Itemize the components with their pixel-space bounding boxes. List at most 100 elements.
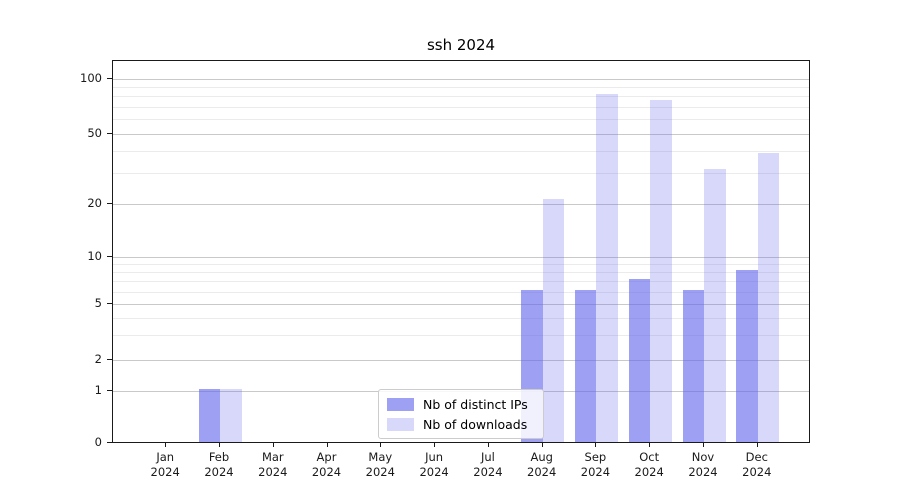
y-tick-mark <box>107 442 112 443</box>
x-tick-year: 2024 <box>258 465 288 479</box>
bar-downloads <box>542 198 565 442</box>
x-tick-year: 2024 <box>634 465 664 479</box>
x-tick-mark <box>541 443 543 447</box>
gridline-minor <box>113 317 809 319</box>
gridline-minor <box>113 86 809 88</box>
gridline-minor <box>113 173 809 175</box>
x-tick-mark <box>434 443 436 447</box>
y-tick-label: 1 <box>94 383 102 397</box>
x-tick-label: Mar 2024 <box>245 450 301 480</box>
y-tick-mark <box>107 390 112 391</box>
x-tick-year: 2024 <box>473 465 503 479</box>
x-tick-month: Jun <box>425 450 444 464</box>
gridline-major <box>113 78 809 80</box>
x-tick-label: Jun 2024 <box>406 450 462 480</box>
gridline-major <box>113 256 809 258</box>
legend-label-distinct-ips: Nb of distinct IPs <box>423 396 528 412</box>
x-tick-year: 2024 <box>150 465 180 479</box>
y-tick-label: 100 <box>80 70 102 85</box>
bar-distinct-ips <box>682 289 704 442</box>
gridline-major <box>113 360 809 361</box>
bar-downloads <box>757 153 780 442</box>
x-tick-year: 2024 <box>204 465 234 479</box>
gridline-minor <box>113 96 809 98</box>
x-tick-label: Jul 2024 <box>460 450 516 480</box>
x-tick-label: May 2024 <box>352 450 408 480</box>
x-tick-label: Oct 2024 <box>621 450 677 480</box>
x-tick-mark <box>595 443 597 447</box>
x-tick-label: Feb 2024 <box>191 450 247 480</box>
y-tick-label: 20 <box>87 196 102 211</box>
gridline-major <box>113 304 809 305</box>
x-tick-mark <box>756 443 758 447</box>
gridline-minor <box>113 291 809 293</box>
plot-area <box>112 60 810 443</box>
x-tick-year: 2024 <box>688 465 718 479</box>
gridline-minor <box>113 151 809 152</box>
x-tick-label: Aug 2024 <box>514 450 570 480</box>
y-tick-mark <box>107 255 112 257</box>
x-tick-month: Feb <box>208 450 230 464</box>
y-tick-mark <box>107 132 112 134</box>
x-tick-month: Aug <box>530 450 553 464</box>
x-tick-month: Mar <box>261 450 284 464</box>
x-tick-mark <box>219 443 220 447</box>
gridline-minor <box>113 271 809 273</box>
gridline-minor <box>113 335 809 337</box>
x-tick-year: 2024 <box>365 465 395 479</box>
x-tick-label: Sep 2024 <box>567 450 623 480</box>
bar-downloads <box>704 168 726 442</box>
x-tick-month: Jan <box>156 450 175 464</box>
x-tick-mark <box>165 443 167 447</box>
x-tick-month: Apr <box>316 450 337 464</box>
x-tick-year: 2024 <box>311 465 342 479</box>
y-tick-mark <box>107 77 112 79</box>
chart-title: ssh 2024 <box>426 36 496 54</box>
bar-downloads <box>596 94 618 442</box>
gridline-minor <box>113 280 809 282</box>
y-tick-mark <box>107 203 112 205</box>
y-tick-mark <box>107 303 112 304</box>
y-tick-label: 5 <box>94 296 102 310</box>
legend-swatch-distinct-ips <box>387 397 414 411</box>
x-tick-month: Jul <box>480 450 495 464</box>
x-tick-year: 2024 <box>527 465 557 479</box>
y-tick-label: 0 <box>94 435 102 449</box>
bar-distinct-ips <box>198 389 220 442</box>
x-tick-year: 2024 <box>580 465 611 479</box>
x-tick-label: Apr 2024 <box>299 450 355 480</box>
legend-label-downloads: Nb of downloads <box>423 416 528 432</box>
gridline-minor <box>113 107 809 108</box>
y-tick-label: 10 <box>87 248 102 263</box>
x-tick-mark <box>703 443 704 447</box>
bar-downloads <box>220 389 242 442</box>
gridline-major <box>113 204 809 206</box>
x-tick-label: Dec 2024 <box>729 450 785 480</box>
x-tick-label: Jan 2024 <box>137 450 193 480</box>
gridline-major <box>113 133 809 135</box>
x-tick-mark <box>380 443 382 447</box>
x-tick-month: Sep <box>584 450 607 464</box>
x-tick-month: Dec <box>745 450 768 464</box>
gridline-minor <box>113 119 809 121</box>
x-tick-year: 2024 <box>742 465 772 479</box>
x-tick-month: May <box>368 450 393 464</box>
legend-entry-distinct-ips: Nb of distinct IPs <box>387 397 535 412</box>
x-tick-month: Nov <box>691 450 715 464</box>
x-tick-mark <box>272 443 274 447</box>
bar-downloads <box>650 99 672 442</box>
bar-distinct-ips <box>736 269 758 442</box>
y-tick-label: 50 <box>87 125 102 140</box>
gridline-minor <box>113 263 809 265</box>
x-tick-year: 2024 <box>419 465 449 479</box>
legend: Nb of distinct IPs Nb of downloads <box>378 389 544 439</box>
x-tick-month: Oct <box>639 450 660 464</box>
x-tick-mark <box>649 443 651 447</box>
x-tick-label: Nov 2024 <box>675 450 731 480</box>
legend-swatch-downloads <box>387 417 414 431</box>
legend-entry-downloads: Nb of downloads <box>387 417 535 432</box>
bar-distinct-ips <box>628 278 651 442</box>
y-tick-mark <box>107 359 112 360</box>
y-tick-label: 2 <box>94 352 102 366</box>
